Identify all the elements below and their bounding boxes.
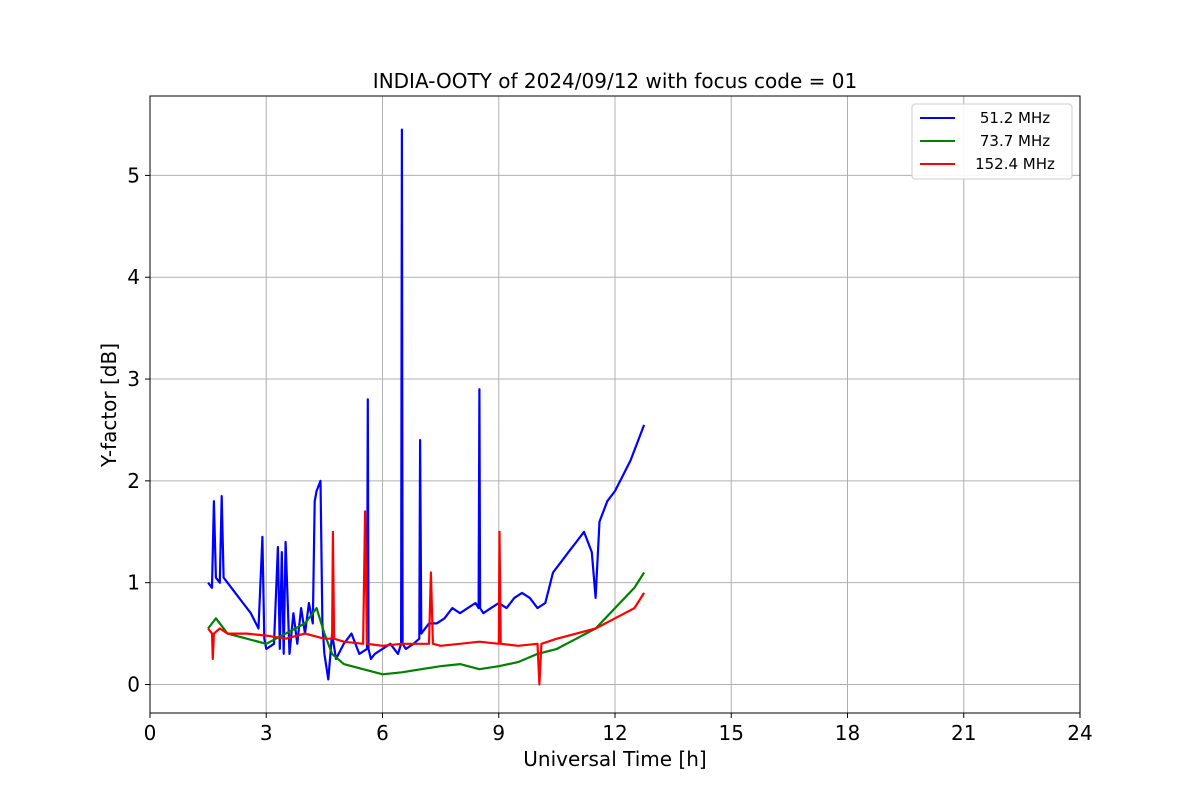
y-tick-label: 1 <box>127 571 140 595</box>
legend-entries: 51.2 MHz 73.7 MHz 152.4 MHz <box>920 109 1055 173</box>
legend-box <box>911 103 1073 180</box>
grid <box>149 96 1081 713</box>
y-tick-label: 3 <box>127 367 140 391</box>
x-tick-label: 21 <box>951 721 976 745</box>
x-tick-label: 3 <box>260 721 273 745</box>
series-line-1 <box>207 128 646 681</box>
y-tick-label: 4 <box>127 265 140 289</box>
x-tick-label: 18 <box>835 721 860 745</box>
x-axis-label: Universal Time [h] <box>523 747 706 771</box>
x-tick-label: 12 <box>602 721 627 745</box>
legend-label-2: 73.7 MHz <box>980 132 1050 150</box>
series-line-2 <box>207 571 646 676</box>
x-tick-label: 6 <box>376 721 389 745</box>
y-axis-label: Y-factor [dB] <box>97 343 121 468</box>
series-line-3 <box>207 510 646 686</box>
x-tick-label: 24 <box>1067 721 1092 745</box>
chart-title: INDIA-OOTY of 2024/09/12 with focus code… <box>373 69 857 93</box>
series-lines <box>207 128 646 686</box>
legend-label-3: 152.4 MHz <box>975 155 1055 173</box>
y-tick-label: 2 <box>127 469 140 493</box>
x-tick-label: 9 <box>492 721 505 745</box>
legend: 51.2 MHz 73.7 MHz 152.4 MHz <box>911 103 1073 180</box>
x-tick-label: 0 <box>144 721 157 745</box>
y-tick-label: 5 <box>127 163 140 187</box>
x-tick-label: 15 <box>719 721 744 745</box>
y-tick-label: 0 <box>127 672 140 696</box>
legend-label-1: 51.2 MHz <box>980 109 1050 127</box>
